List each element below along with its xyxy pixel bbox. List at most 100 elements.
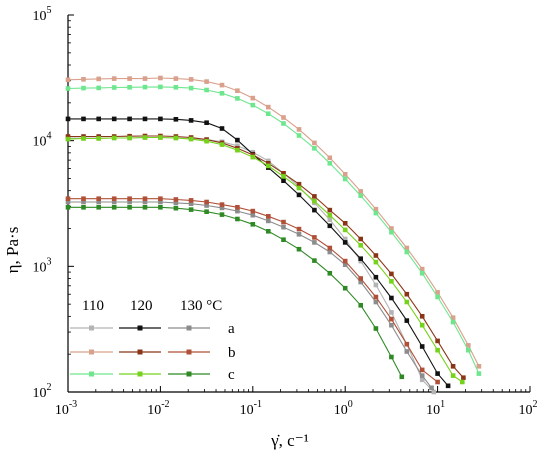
data-point [204, 79, 209, 84]
legend-marker-b120 [137, 349, 143, 355]
data-point [281, 121, 286, 126]
data-point [188, 201, 194, 206]
data-point [81, 77, 86, 82]
data-point [158, 75, 163, 81]
data-point [281, 219, 286, 225]
data-point [373, 294, 379, 300]
data-point [65, 136, 71, 142]
data-point [250, 154, 256, 160]
series-a130 [65, 199, 434, 391]
data-point [404, 318, 410, 323]
data-point [142, 196, 148, 201]
data-point [142, 199, 148, 205]
data-point [312, 198, 317, 204]
data-point [204, 209, 209, 214]
data-point [188, 198, 194, 203]
data-point [158, 196, 163, 201]
data-point [358, 236, 363, 242]
data-point [281, 174, 286, 179]
data-point [127, 196, 132, 201]
data-point [327, 155, 333, 161]
data-point [219, 212, 225, 217]
data-point [266, 161, 271, 166]
data-point [219, 82, 225, 88]
data-point [404, 349, 410, 354]
data-point [188, 136, 194, 142]
data-point [158, 84, 163, 90]
data-point [219, 126, 225, 131]
data-point [266, 163, 271, 169]
data-point [327, 223, 333, 229]
data-point [173, 76, 179, 81]
data-point [127, 76, 132, 81]
legend-marker-c110 [89, 371, 94, 377]
x-tick-mantissa: 10 [426, 403, 440, 418]
data-point [250, 102, 256, 108]
x-tick-mantissa: 10 [334, 403, 348, 418]
data-point [404, 291, 410, 297]
data-point [373, 326, 379, 331]
data-point [96, 136, 101, 141]
data-point [358, 258, 363, 264]
x-tick-exponent: -1 [254, 399, 262, 410]
y-tick-exponent: 5 [47, 5, 52, 16]
data-point [404, 299, 410, 305]
data-point [358, 193, 363, 198]
data-point [358, 303, 363, 308]
data-point [250, 95, 256, 101]
data-point [312, 140, 317, 146]
data-point [431, 389, 437, 395]
y-tick-label: 104 [33, 131, 52, 150]
data-point [312, 235, 317, 240]
data-point [373, 210, 379, 216]
data-point [219, 142, 225, 147]
legend-marker-a130 [186, 325, 192, 331]
data-point [142, 84, 148, 90]
data-point [65, 134, 71, 139]
data-point [127, 205, 132, 210]
data-point [419, 367, 425, 373]
legend-marker-c120 [137, 371, 143, 377]
x-tick-mantissa: 10 [519, 403, 533, 418]
legend-row-label: c [228, 367, 235, 383]
data-point [373, 259, 379, 265]
data-point [96, 199, 101, 205]
data-point [435, 347, 440, 353]
legend-marker-b110 [89, 349, 94, 355]
data-point [250, 212, 256, 218]
data-point [281, 178, 286, 183]
x-tick-mantissa: 10 [55, 403, 69, 418]
data-point [235, 88, 240, 93]
data-point [358, 279, 363, 285]
data-point [204, 203, 209, 208]
data-point [419, 266, 425, 272]
data-point [158, 116, 163, 122]
data-point [461, 375, 466, 380]
data-point [96, 116, 101, 122]
data-point [373, 253, 379, 258]
x-tick-label: 10-1 [240, 399, 262, 418]
data-point [266, 111, 271, 116]
y-tick-label: 102 [33, 382, 52, 401]
data-point [342, 221, 348, 226]
data-point [476, 364, 482, 369]
series-c130 [65, 205, 405, 380]
data-point [158, 135, 163, 140]
data-point [342, 285, 348, 291]
data-point [358, 189, 363, 194]
data-point [389, 295, 394, 301]
data-point [445, 383, 451, 389]
data-point [250, 208, 256, 214]
data-point [435, 379, 440, 385]
data-point [111, 135, 117, 141]
data-point [281, 237, 286, 242]
data-point [96, 85, 101, 91]
data-point [389, 226, 394, 231]
data-point [404, 341, 410, 347]
data-point [173, 135, 179, 141]
data-point [219, 205, 225, 211]
data-point [466, 343, 471, 348]
data-point [399, 374, 405, 380]
